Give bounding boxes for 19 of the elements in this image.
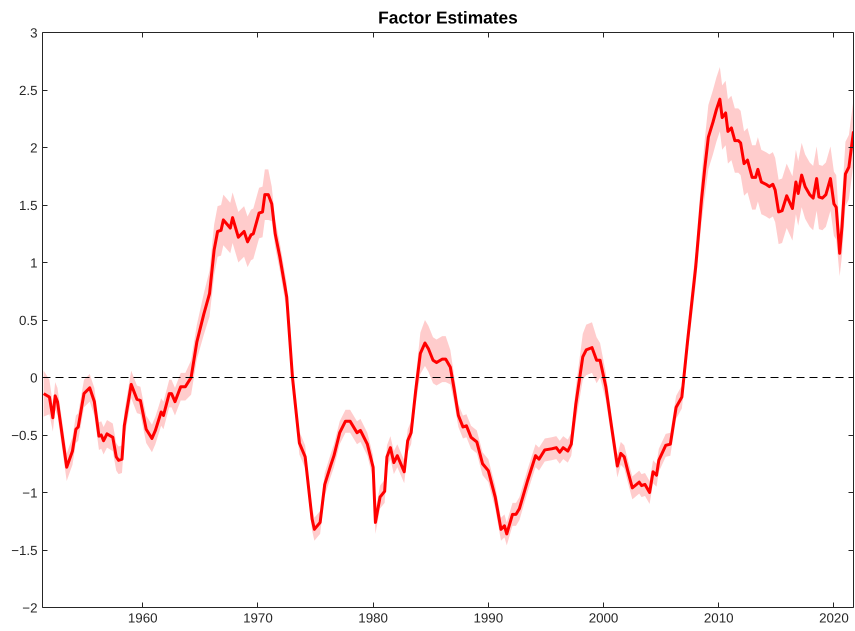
y-tick-label: 0 — [30, 370, 38, 386]
x-tick-label: 2010 — [704, 610, 734, 626]
y-tick-label: −1 — [22, 486, 38, 500]
x-tick-label: 2000 — [588, 610, 618, 626]
y-tick-label: 3 — [30, 26, 38, 40]
x-tick-label: 1980 — [358, 610, 388, 626]
x-tick-label: 1970 — [243, 610, 273, 626]
y-tick-label: 2.5 — [18, 83, 38, 98]
y-tick-label: −1.5 — [11, 543, 38, 558]
y-tick-label: 0.5 — [18, 313, 38, 328]
y-tick-label: −2 — [22, 600, 38, 616]
x-tick-label: 2020 — [819, 610, 849, 626]
y-tick-label: 1 — [30, 256, 38, 270]
x-tick-label: 1990 — [473, 610, 504, 626]
x-tick-label: 1960 — [128, 610, 158, 626]
y-tick-label: 2 — [30, 140, 38, 156]
y-tick-label: 1.5 — [18, 198, 38, 213]
y-tick-label: −0.5 — [11, 428, 38, 443]
chart-title: Factor Estimates — [378, 8, 518, 28]
